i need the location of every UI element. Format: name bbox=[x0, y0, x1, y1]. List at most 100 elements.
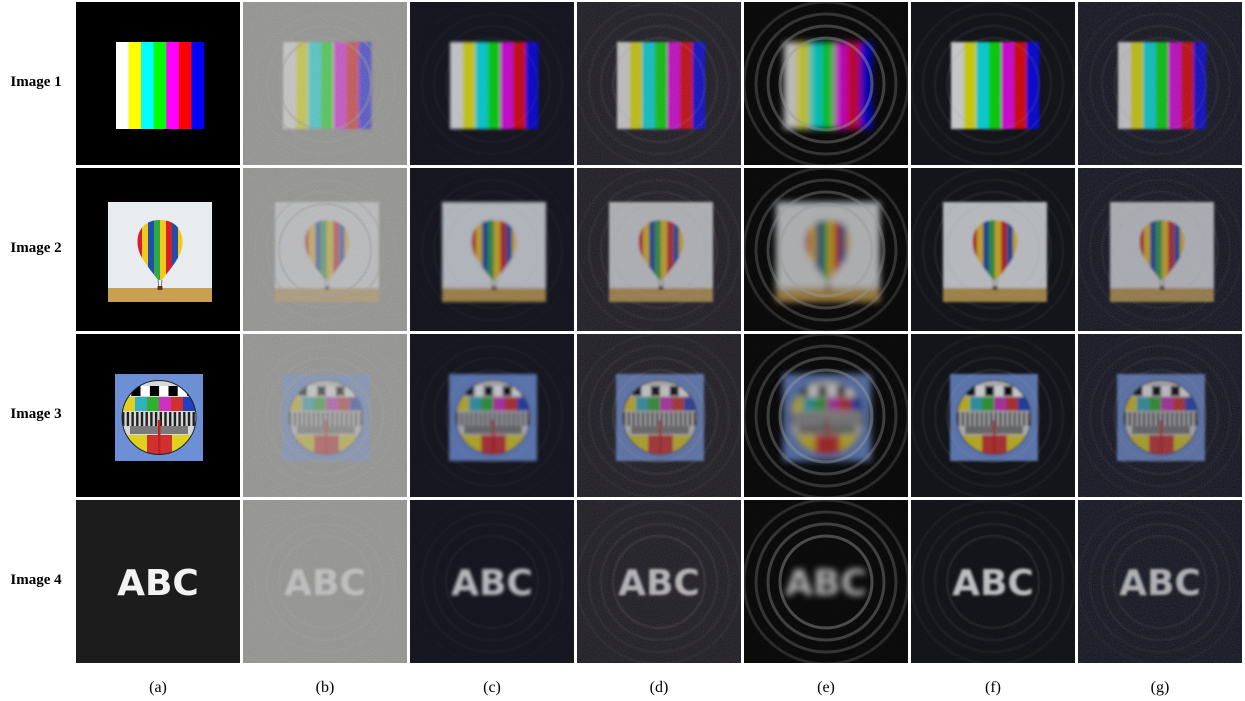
noise-overlay bbox=[1078, 334, 1242, 497]
tile-content bbox=[442, 202, 546, 302]
tile-graphic bbox=[76, 2, 240, 165]
tile-graphic bbox=[1078, 2, 1242, 165]
color-bar bbox=[166, 42, 180, 129]
tile-graphic bbox=[911, 168, 1075, 331]
tile-background bbox=[76, 500, 240, 663]
tile-graphic: ABC bbox=[577, 500, 741, 663]
tile-background bbox=[410, 500, 574, 663]
column-label: (b) bbox=[315, 679, 335, 696]
color-bar bbox=[153, 42, 167, 129]
image-tile-3-d bbox=[577, 334, 741, 497]
noise-overlay bbox=[243, 2, 407, 165]
image-tile-4-c: ABC bbox=[410, 500, 574, 663]
tile-graphic: ABC bbox=[744, 500, 908, 663]
image-tile-4-f: ABC bbox=[911, 500, 1075, 663]
tile-graphic bbox=[1078, 168, 1242, 331]
abc-text: ABC bbox=[117, 563, 199, 604]
tile-graphic bbox=[744, 2, 908, 165]
tile-graphic bbox=[577, 334, 741, 497]
image-tile-2-c bbox=[410, 168, 574, 331]
color-bar bbox=[462, 42, 476, 129]
tile-content: ABC bbox=[117, 563, 199, 604]
ringing-artifact bbox=[444, 534, 540, 630]
color-bar bbox=[525, 42, 539, 129]
tile-graphic bbox=[410, 2, 574, 165]
image-tile-1-a bbox=[76, 2, 240, 165]
noise-overlay bbox=[744, 168, 908, 331]
abc-text: ABC bbox=[451, 563, 533, 604]
color-bar bbox=[500, 42, 514, 129]
row-label: Image 3 bbox=[10, 406, 62, 422]
column-label: (f) bbox=[985, 679, 1001, 696]
ringing-artifact bbox=[444, 368, 540, 464]
noise-overlay bbox=[243, 334, 407, 497]
basket bbox=[157, 286, 163, 290]
tile-graphic bbox=[744, 168, 908, 331]
noise-overlay bbox=[1078, 168, 1242, 331]
noise-overlay bbox=[911, 334, 1075, 497]
noise-overlay bbox=[410, 168, 574, 331]
ringing-artifact bbox=[432, 24, 552, 144]
image-tile-3-f bbox=[911, 334, 1075, 497]
color-bar bbox=[487, 42, 501, 129]
color-bar bbox=[512, 42, 526, 129]
tile-graphic bbox=[243, 2, 407, 165]
noise-overlay bbox=[911, 168, 1075, 331]
image-tile-4-b: ABC bbox=[243, 500, 407, 663]
basket bbox=[491, 286, 497, 290]
tile-graphic: ABC bbox=[76, 500, 240, 663]
tile-graphic bbox=[410, 334, 574, 497]
image-tile-4-g: ABC bbox=[1078, 500, 1242, 663]
tile-content bbox=[450, 42, 539, 129]
tile-graphic bbox=[76, 334, 240, 497]
tint-overlay bbox=[410, 2, 574, 165]
image-tile-1-b bbox=[243, 2, 407, 165]
image-tile-1-f bbox=[911, 2, 1075, 165]
noise-overlay bbox=[911, 500, 1075, 663]
image-tile-3-c bbox=[410, 334, 574, 497]
column-label: (c) bbox=[483, 679, 501, 696]
image-tile-1-d bbox=[577, 2, 741, 165]
color-bar bbox=[178, 42, 192, 129]
tile-graphic bbox=[577, 2, 741, 165]
image-tile-1-c bbox=[410, 2, 574, 165]
tint-overlay bbox=[410, 334, 574, 497]
color-bar bbox=[450, 42, 463, 129]
tile-content bbox=[108, 202, 212, 302]
tile-content bbox=[115, 374, 203, 461]
column-label: (e) bbox=[817, 679, 835, 696]
color-bar bbox=[141, 42, 155, 129]
noise-overlay bbox=[410, 500, 574, 663]
image-tile-4-e: ABC bbox=[744, 500, 908, 663]
row-label: Image 4 bbox=[10, 572, 62, 588]
image-tile-4-a: ABC bbox=[76, 500, 240, 663]
noise-overlay bbox=[1078, 2, 1242, 165]
color-bar bbox=[191, 42, 205, 129]
image-tile-2-b bbox=[243, 168, 407, 331]
noise-overlay bbox=[243, 168, 407, 331]
tile-content: ABC bbox=[451, 563, 533, 604]
row-label: Image 2 bbox=[10, 240, 62, 256]
ringing-artifact bbox=[432, 522, 552, 642]
image-tile-1-g bbox=[1078, 2, 1242, 165]
noise-overlay bbox=[243, 500, 407, 663]
image-tile-2-f bbox=[911, 168, 1075, 331]
image-tile-3-g bbox=[1078, 334, 1242, 497]
ringing-artifact bbox=[444, 202, 540, 298]
noise-overlay bbox=[744, 334, 908, 497]
ringing-artifact bbox=[432, 190, 552, 310]
tint-overlay bbox=[410, 168, 574, 331]
noise-overlay bbox=[577, 168, 741, 331]
noise-overlay bbox=[744, 500, 908, 663]
tile-graphic: ABC bbox=[1078, 500, 1242, 663]
tile-graphic bbox=[410, 168, 574, 331]
image-tile-2-a bbox=[76, 168, 240, 331]
tile-graphic bbox=[911, 2, 1075, 165]
tile-content bbox=[116, 42, 205, 129]
tile-graphic bbox=[243, 334, 407, 497]
ground bbox=[442, 288, 546, 302]
ground bbox=[108, 288, 212, 302]
row-label: Image 1 bbox=[10, 74, 62, 90]
tile-content bbox=[449, 374, 537, 461]
noise-overlay bbox=[410, 334, 574, 497]
